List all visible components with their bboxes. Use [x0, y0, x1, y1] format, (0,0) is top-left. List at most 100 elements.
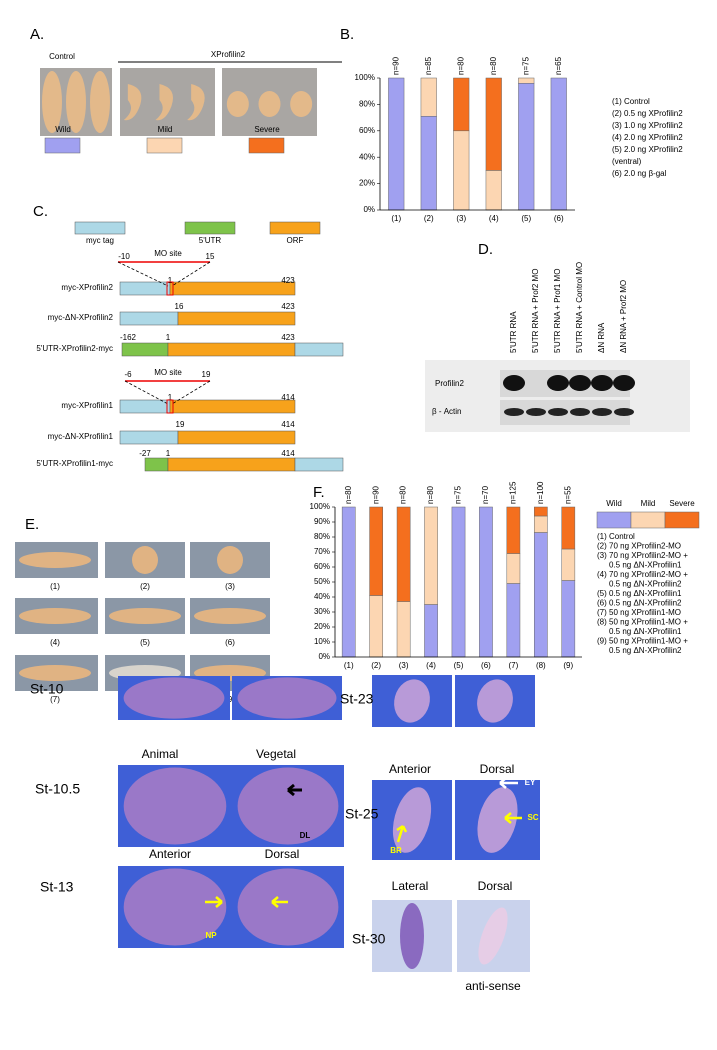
y-tick-label: 20% [359, 179, 375, 188]
condition: (5) 2.0 ng XProfilin2 [612, 145, 683, 154]
legend-swatch [44, 137, 81, 154]
panel-label: A. [30, 26, 44, 43]
construct-segment [169, 399, 296, 414]
construct-name: myc-XProfilin2 [61, 283, 113, 292]
embryo [123, 767, 227, 845]
x-tick-label: (1) [344, 661, 354, 670]
construct-segment [294, 342, 344, 357]
y-tick-label: 100% [355, 73, 375, 82]
x-tick-label: (4) [489, 214, 499, 223]
construct-segment [177, 430, 296, 445]
bar-segment [561, 548, 576, 581]
stage-label: St-10 [30, 681, 64, 697]
bar-segment [518, 83, 535, 211]
embryo [123, 677, 225, 719]
annotation: BR [390, 846, 402, 855]
embryo [394, 679, 430, 723]
construct-name: myc-ΔN-XProfilin1 [48, 432, 114, 441]
bar-segment [420, 116, 437, 211]
band [547, 375, 569, 391]
condition: 0.5 ng ΔN-XProfilin1 [609, 561, 682, 570]
group-label: Control [49, 52, 75, 61]
legend-label: Severe [254, 125, 280, 134]
annotation: SC [527, 813, 538, 822]
legend-swatch [184, 221, 236, 235]
group-label: XProfilin2 [211, 50, 246, 59]
condition: (7) 50 ng XProfilin1-MO [597, 608, 681, 617]
y-tick-label: 90% [314, 517, 330, 526]
construct-name: myc-XProfilin1 [61, 401, 113, 410]
lane-label: 5'UTR RNA + Prof1 MO [553, 269, 562, 353]
image-label: (6) [225, 638, 235, 647]
position-label: -162 [120, 333, 137, 342]
mo-label: MO site [154, 368, 182, 377]
legend-swatch [596, 511, 632, 529]
y-tick-label: 100% [310, 502, 330, 511]
legend-label: Wild [55, 125, 71, 134]
panel-label: E. [25, 516, 39, 533]
bar-segment [506, 583, 521, 658]
embryo [66, 71, 86, 133]
band [570, 408, 590, 416]
position-label: -10 [118, 252, 130, 261]
construct-segment [167, 457, 296, 472]
n-label: n=80 [344, 485, 353, 504]
lane-label: ΔN RNA [597, 322, 606, 353]
view-label: Anterior [149, 847, 191, 861]
x-tick-label: (9) [563, 661, 573, 670]
embryo [258, 91, 281, 117]
bar-segment [424, 506, 438, 605]
bar-segment [550, 77, 567, 211]
n-label: n=80 [426, 485, 435, 504]
n-label: n=125 [508, 481, 517, 504]
legend-swatch [74, 221, 126, 235]
condition: (1) Control [612, 97, 650, 106]
embryo [290, 91, 313, 117]
position-label: 414 [281, 449, 295, 458]
stage-label: St-23 [340, 691, 374, 707]
bar-segment [518, 77, 535, 84]
image-label: (2) [140, 582, 150, 591]
construct-segment [144, 457, 169, 472]
panel-label: D. [478, 241, 493, 258]
bar-segment [341, 506, 356, 658]
image-label: (1) [50, 582, 60, 591]
view-label: Lateral [392, 879, 429, 893]
legend-label: Mild [158, 125, 173, 134]
panel-label: B. [340, 26, 354, 43]
bar-segment [506, 506, 521, 554]
legend-label: ORF [287, 236, 304, 245]
band [592, 408, 612, 416]
condition: (1) Control [597, 532, 635, 541]
bar-segment [453, 130, 470, 211]
legend-label: Severe [669, 499, 695, 508]
y-tick-label: 10% [314, 637, 330, 646]
construct-segment [177, 311, 296, 326]
image-label: (5) [140, 638, 150, 647]
position-label: 1 [166, 333, 171, 342]
image-label: (9) [225, 695, 235, 704]
n-label: n=65 [554, 56, 563, 75]
n-label: n=80 [399, 485, 408, 504]
embryo [478, 907, 508, 965]
embryo [19, 552, 91, 568]
bar-segment [533, 506, 548, 517]
bar-segment [424, 604, 438, 658]
x-tick-label: (3) [399, 661, 409, 670]
mo-guide [117, 261, 211, 287]
row-label: β - Actin [432, 407, 462, 416]
image-label: (7) [50, 695, 60, 704]
embryo [217, 546, 243, 574]
legend-label: myc tag [86, 236, 114, 245]
embryo [477, 679, 513, 723]
bar-segment [561, 506, 576, 550]
construct-segment [167, 342, 296, 357]
embryo [132, 546, 158, 574]
position-label: 1 [166, 449, 171, 458]
mo-label: MO site [154, 249, 182, 258]
bar-segment [561, 580, 576, 658]
embryo [123, 868, 227, 946]
legend-swatch [630, 511, 666, 529]
position-label: 19 [202, 370, 211, 379]
